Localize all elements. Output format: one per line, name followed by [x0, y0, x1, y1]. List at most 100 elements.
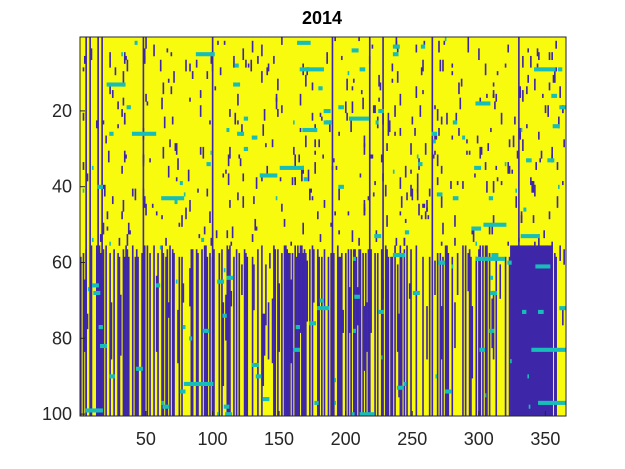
heatmap-cyan-dash: [297, 40, 311, 45]
heatmap-speck: [267, 63, 270, 72]
heatmap-speck: [199, 146, 202, 155]
heatmap-stripe: [230, 290, 233, 307]
heatmap-speck: [363, 207, 366, 216]
heatmap-blue-column: [85, 37, 87, 417]
heatmap-speck: [209, 211, 211, 224]
heatmap-stripe: [127, 256, 130, 417]
heatmap-speck: [362, 97, 364, 110]
heatmap-speck: [442, 222, 444, 235]
heatmap-speck: [491, 226, 494, 235]
heatmap-cyan-dash: [559, 105, 567, 110]
heatmap-stripe: [471, 306, 474, 379]
heatmap-stripe: [105, 245, 107, 417]
heatmap-stripe: [126, 249, 129, 417]
heatmap-cyan-dash: [452, 196, 459, 201]
heatmap-speck: [277, 78, 279, 91]
heatmap-cyan-dash: [99, 343, 107, 349]
heatmap-cyan-dash: [97, 184, 103, 189]
heatmap-speck: [358, 37, 360, 42]
heatmap-speck: [426, 199, 428, 212]
heatmap-speck: [233, 55, 235, 68]
heatmap-speck: [265, 143, 267, 148]
heatmap-speck: [543, 230, 545, 239]
heatmap-stripe: [364, 253, 367, 417]
heatmap-speck: [386, 143, 388, 151]
heatmap-speck: [496, 71, 499, 76]
heatmap-speck: [162, 146, 165, 159]
heatmap-speck: [346, 78, 348, 91]
heatmap-stripe: [434, 260, 436, 296]
heatmap-speck: [532, 181, 535, 193]
heatmap-stripe: [478, 249, 480, 417]
heatmap-stripe: [486, 245, 488, 417]
heatmap-cyan-dash: [416, 154, 419, 159]
heatmap-speck: [222, 173, 225, 178]
heatmap-cyan-dash: [319, 298, 324, 303]
heatmap-speck: [395, 237, 398, 246]
heatmap-cyan-dash: [452, 120, 458, 125]
heatmap-speck: [538, 52, 540, 61]
heatmap-blue-column: [382, 37, 384, 417]
heatmap-cyan-dash: [334, 378, 336, 383]
heatmap-speck: [507, 162, 510, 174]
heatmap-speck: [338, 188, 340, 201]
heatmap-stripe: [302, 253, 304, 417]
heatmap-speck: [142, 154, 145, 167]
x-axis: 50 100 150 200 250 300 350: [136, 411, 560, 449]
heatmap-stripe: [299, 245, 302, 333]
heatmap-speck: [131, 188, 134, 197]
heatmap-speck: [291, 177, 294, 186]
heatmap-speck: [495, 93, 498, 102]
heatmap-stripe: [303, 249, 306, 417]
heatmap-stripe: [470, 256, 472, 417]
heatmap-cyan-dash: [392, 169, 395, 174]
heatmap-speck: [99, 234, 102, 242]
heatmap-speck: [346, 112, 348, 121]
heatmap-blue-column: [101, 37, 103, 417]
heatmap-stripe: [374, 253, 376, 417]
heatmap-stripe: [456, 253, 459, 296]
heatmap-stripe: [336, 245, 339, 417]
heatmap-speck: [435, 135, 438, 140]
heatmap-speck: [106, 226, 109, 231]
heatmap-speck: [198, 234, 201, 239]
heatmap-cyan-dash: [98, 325, 103, 330]
heatmap-cyan-dash: [399, 253, 406, 258]
heatmap-speck: [492, 93, 495, 98]
heatmap-speck: [211, 63, 214, 72]
heatmap-stripe: [301, 245, 303, 417]
heatmap-speck: [275, 97, 278, 110]
heatmap-speck: [508, 139, 511, 148]
heatmap-stripe: [313, 249, 315, 303]
heatmap-speck: [245, 59, 247, 68]
heatmap-cyan-dash: [279, 165, 304, 170]
heatmap-speck: [479, 146, 482, 159]
heatmap-stripe: [238, 253, 241, 417]
heatmap-speck: [162, 82, 165, 95]
heatmap-stripe: [167, 302, 170, 318]
heatmap-stripe: [190, 249, 193, 417]
heatmap-speck: [351, 86, 354, 91]
heatmap-stripe: [189, 268, 191, 307]
heatmap-stripe: [555, 256, 557, 417]
heatmap-stripe: [488, 253, 491, 417]
heatmap-speck: [102, 184, 105, 189]
y-axis: 20 40 60 80 100: [42, 101, 85, 424]
heatmap-stripe: [177, 309, 179, 364]
heatmap-speck: [466, 150, 468, 155]
heatmap-speck: [494, 101, 496, 110]
heatmap-speck: [563, 139, 565, 148]
heatmap-stripe: [462, 245, 464, 417]
heatmap-stripe: [253, 264, 255, 311]
heatmap-stripe: [291, 253, 294, 417]
heatmap-cyan-dash: [474, 165, 482, 170]
heatmap-speck: [83, 55, 86, 64]
heatmap-cyan-dash: [275, 196, 278, 201]
heatmap-speck: [173, 71, 175, 83]
heatmap-cyan-dash: [351, 412, 355, 417]
heatmap-cyan-dash: [396, 385, 404, 390]
heatmap-stripe: [281, 253, 283, 417]
y-tick-label: 60: [52, 253, 72, 273]
heatmap-speck: [202, 146, 205, 159]
heatmap-stripe: [287, 253, 290, 417]
